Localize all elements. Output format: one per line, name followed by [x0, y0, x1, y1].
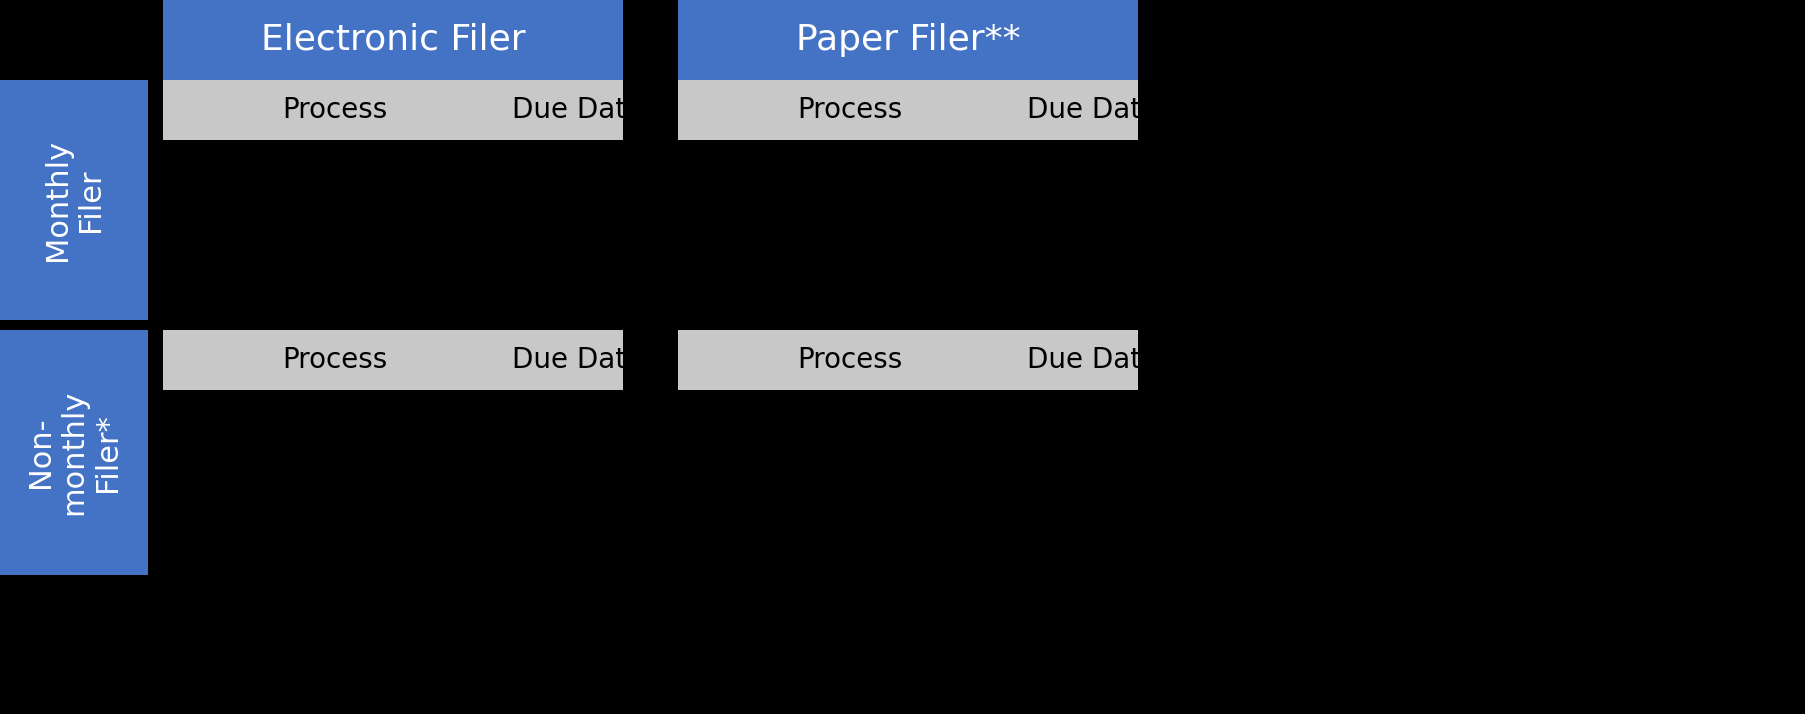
- Text: Electronic Filer: Electronic Filer: [260, 23, 525, 57]
- Bar: [0, 330, 148, 575]
- Text: Process: Process: [282, 346, 386, 374]
- Bar: [393, 390, 623, 575]
- Bar: [393, 140, 623, 320]
- Text: Monthly
Filer: Monthly Filer: [43, 139, 105, 261]
- Bar: [677, 390, 908, 575]
- Text: Process: Process: [282, 96, 386, 124]
- Bar: [677, 80, 908, 140]
- Bar: [162, 140, 393, 320]
- Bar: [393, 330, 623, 390]
- Bar: [162, 390, 393, 575]
- Bar: [677, 140, 908, 320]
- Bar: [908, 330, 1137, 390]
- Bar: [162, 330, 393, 390]
- Bar: [162, 0, 623, 80]
- Text: Due Date: Due Date: [1027, 96, 1157, 124]
- Bar: [162, 80, 393, 140]
- Text: Due Date: Due Date: [511, 346, 643, 374]
- Bar: [908, 80, 1137, 140]
- Text: Paper Filer**: Paper Filer**: [796, 23, 1020, 57]
- Bar: [393, 80, 623, 140]
- Text: Due Date: Due Date: [1027, 346, 1157, 374]
- Bar: [0, 80, 148, 320]
- Text: Process: Process: [796, 96, 902, 124]
- Text: Non-
monthly
Filer*: Non- monthly Filer*: [25, 390, 123, 516]
- Bar: [677, 0, 1137, 80]
- Text: Due Date: Due Date: [511, 96, 643, 124]
- Bar: [677, 330, 908, 390]
- Text: Process: Process: [796, 346, 902, 374]
- Bar: [908, 390, 1137, 575]
- Bar: [908, 140, 1137, 320]
